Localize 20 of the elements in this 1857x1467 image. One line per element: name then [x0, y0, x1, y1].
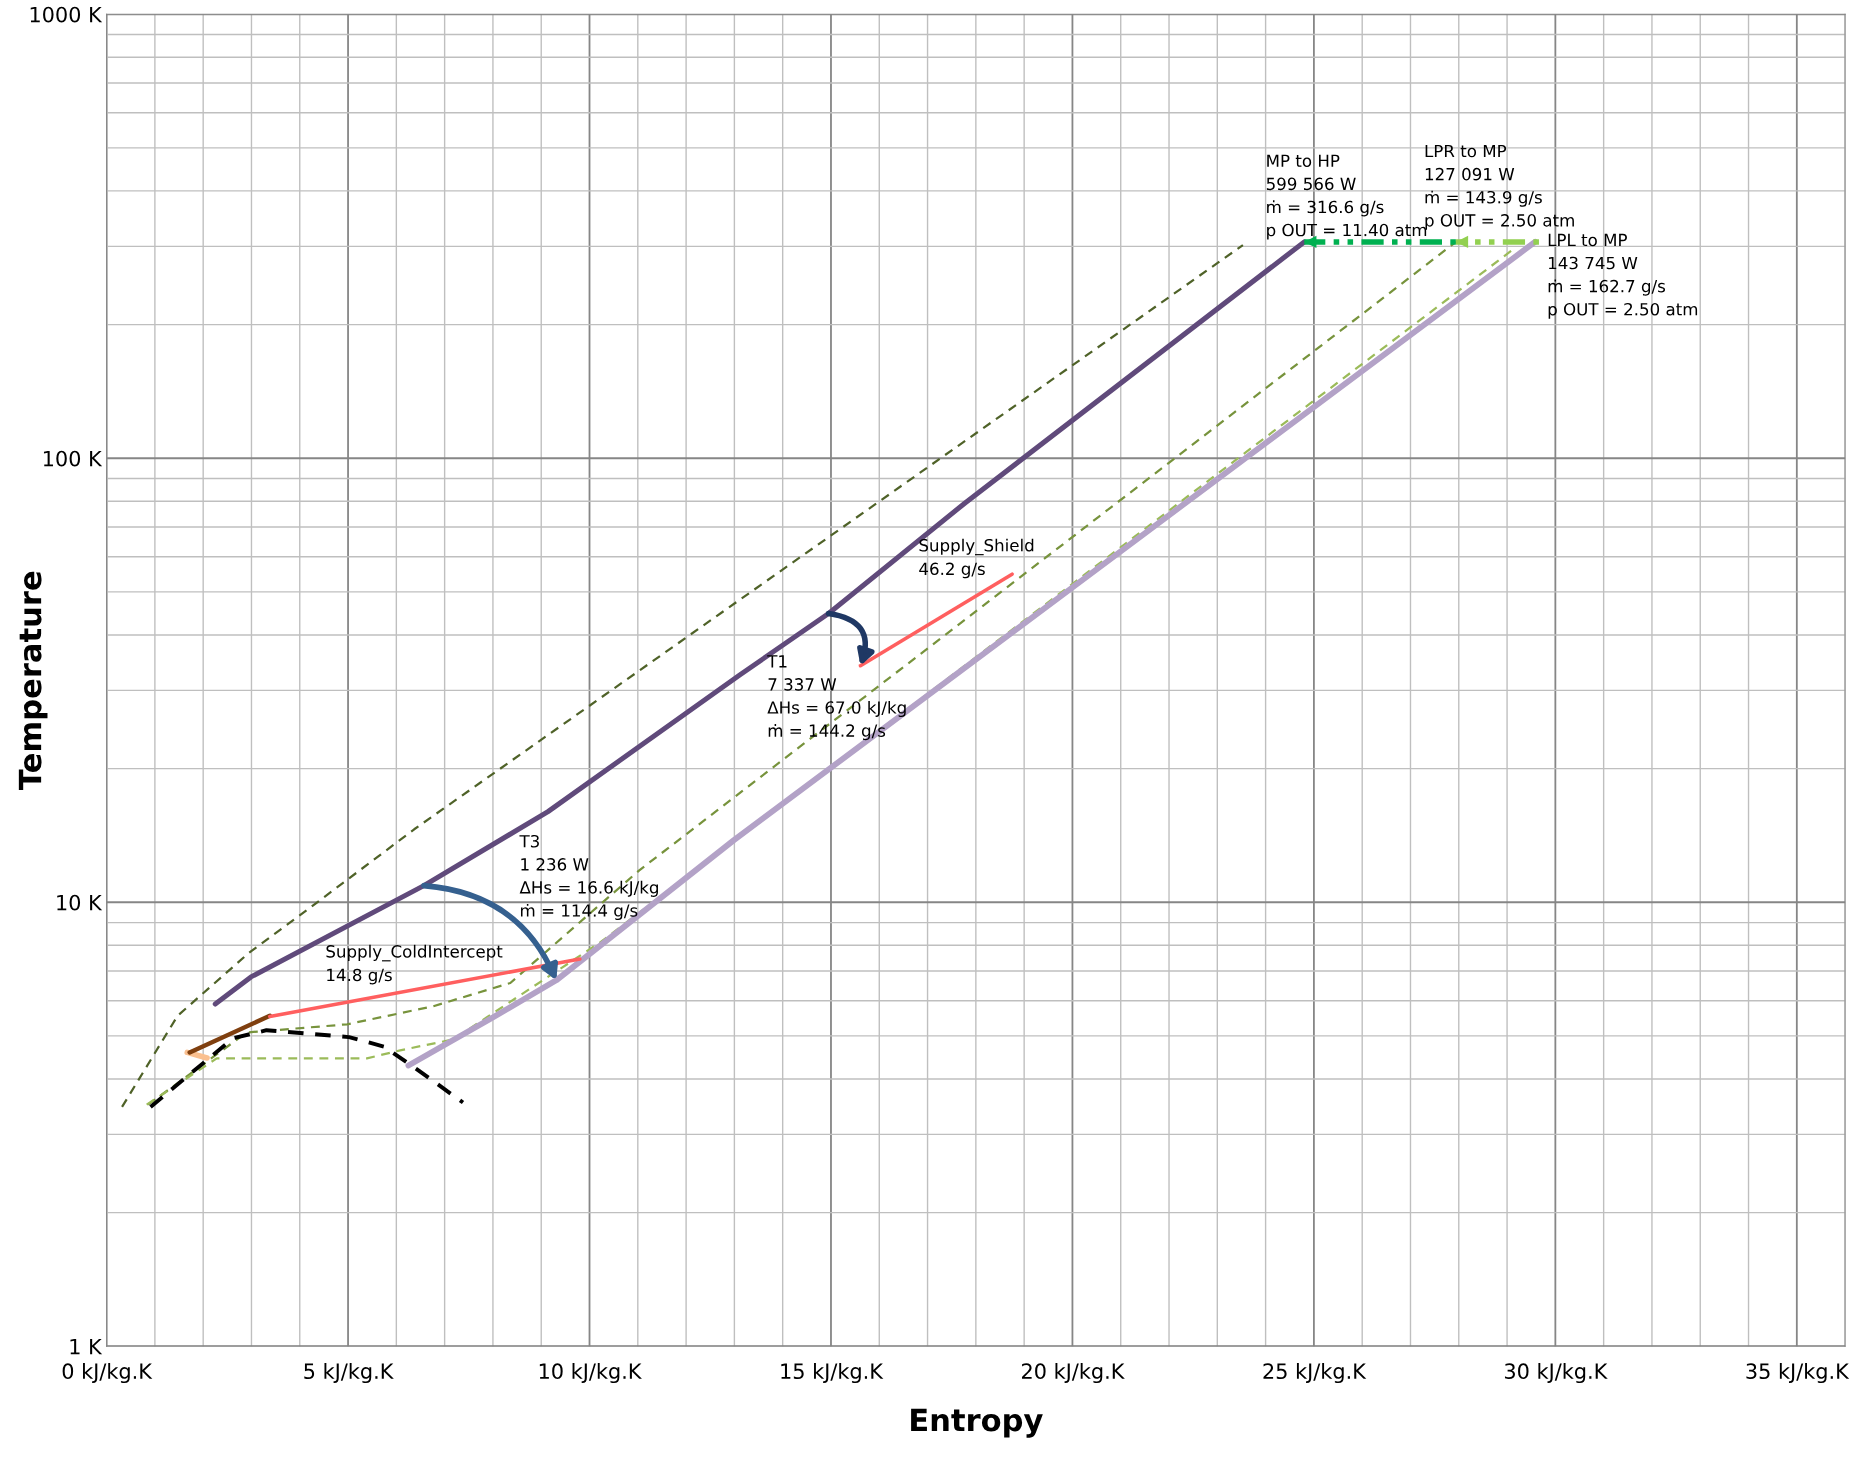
- annotation: Supply_Shield 46.2 g/s: [919, 538, 1034, 579]
- annotation: LPL to MP 143 745 W ṁ = 162.7 g/s p OUT = 2.50 atm: [1548, 233, 1698, 319]
- y-tick-label: 10 K: [57, 894, 103, 911]
- x-tick-label: 30 kJ/kg.K: [1504, 1362, 1608, 1384]
- x-tick-label: 15 kJ/kg.K: [781, 1362, 884, 1384]
- annotation: Supply_ColdIntercept 14.8 g/s: [326, 944, 503, 985]
- x-tick-label: 25 kJ/kg.K: [1263, 1362, 1367, 1384]
- x-tick-label: 0 kJ/kg.K: [62, 1362, 153, 1384]
- y-tick-label: 1 K: [70, 1338, 103, 1355]
- x-tick-label: 35 kJ/kg.K: [1746, 1362, 1850, 1384]
- x-tick-label: 10 kJ/kg.K: [539, 1362, 642, 1384]
- y-axis-title: Temperature: [18, 571, 48, 790]
- y-tick-label: 100 K: [43, 450, 103, 467]
- x-tick-label: 20 kJ/kg.K: [1022, 1362, 1125, 1384]
- x-tick-label: 5 kJ/kg.K: [304, 1362, 394, 1384]
- x-axis-title: Entropy: [911, 1408, 1043, 1438]
- annotation: T1 7 337 W ΔHs = 67.0 kJ/kg ṁ = 144.2 g/s: [767, 655, 906, 741]
- annotation: T3 1 236 W ΔHs = 16.6 kJ/kg ṁ = 114.4 g/s: [519, 834, 658, 921]
- y-tick-label: 1000 K: [30, 6, 103, 23]
- annotation: LPR to MP 127 091 W ṁ = 143.9 g/s p OUT = 2.50 atm: [1425, 144, 1574, 230]
